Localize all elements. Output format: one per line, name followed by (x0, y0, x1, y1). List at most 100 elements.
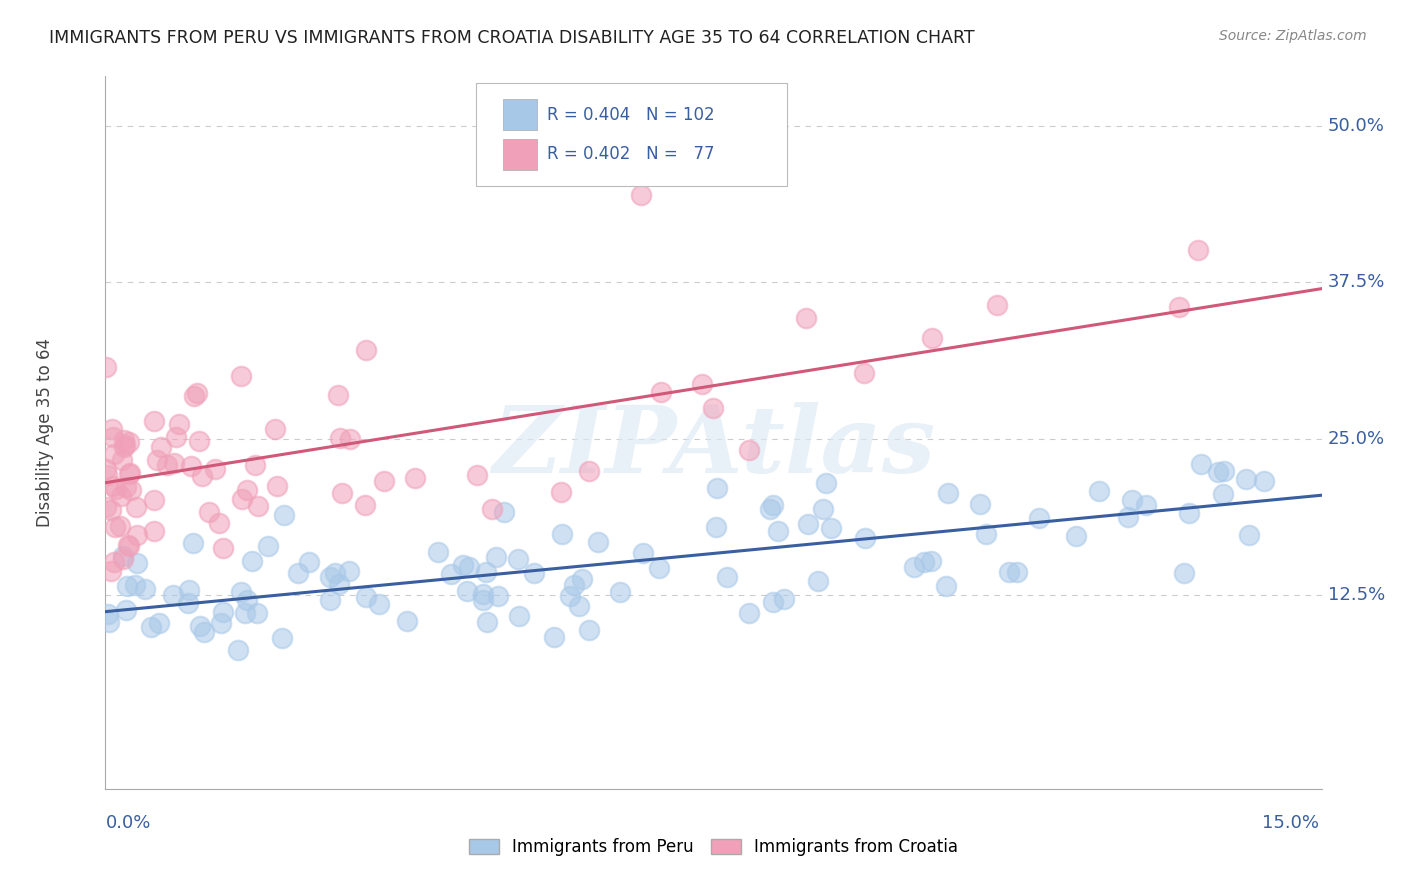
Point (204, 462, 226, 476)
Point (702, 401, 724, 415)
Point (118, 467, 141, 481)
Point (96, 462, 118, 476)
Point (820, 521, 842, 535)
Point (1189, 457, 1212, 471)
Point (451, 558, 474, 572)
Point (211, 541, 233, 555)
Point (186, 385, 208, 400)
Point (125, 556, 148, 570)
Point (127, 528, 149, 542)
Point (543, 630, 565, 644)
Point (492, 505, 515, 519)
Point (328, 577, 350, 591)
Point (986, 298, 1008, 312)
Point (143, 524, 166, 539)
Point (328, 388, 350, 402)
Point (114, 603, 136, 617)
Point (264, 422, 287, 436)
Point (1213, 464, 1236, 478)
Point (229, 585, 252, 599)
Point (193, 625, 215, 640)
Point (117, 579, 139, 593)
Point (181, 536, 204, 550)
Point (319, 593, 342, 607)
Point (256, 539, 278, 553)
Point (118, 539, 141, 553)
Point (1173, 566, 1195, 581)
Bar (503, 139, 537, 170)
Point (100, 503, 122, 517)
Point (762, 499, 785, 513)
Point (103, 556, 125, 570)
Text: Source: ZipAtlas.com: Source: ZipAtlas.com (1219, 29, 1367, 43)
Point (586, 535, 609, 549)
Text: IMMIGRANTS FROM PERU VS IMMIGRANTS FROM CROATIA DISABILITY AGE 35 TO 64 CORRELAT: IMMIGRANTS FROM PERU VS IMMIGRANTS FROM … (49, 29, 974, 46)
Point (794, 310, 817, 325)
Point (162, 588, 184, 602)
Point (100, 564, 122, 578)
Point (125, 500, 148, 514)
Point (246, 499, 269, 513)
Point (105, 483, 128, 497)
Point (354, 498, 377, 512)
Text: ZIPAtlas: ZIPAtlas (492, 402, 935, 491)
Point (396, 614, 419, 628)
Point (738, 443, 761, 458)
Point (176, 596, 198, 610)
Point (475, 615, 498, 629)
Point (465, 468, 488, 483)
Point (142, 414, 165, 428)
Point (811, 501, 834, 516)
Point (550, 485, 572, 500)
Point (706, 481, 728, 495)
Point (523, 566, 546, 581)
Point (266, 479, 288, 493)
Point (471, 587, 494, 601)
Point (188, 434, 211, 449)
Point (912, 555, 935, 569)
Point (472, 593, 495, 607)
Point (650, 384, 672, 399)
Point (115, 480, 138, 494)
Point (1253, 474, 1275, 488)
Point (110, 518, 132, 533)
Point (1121, 492, 1143, 507)
Point (319, 570, 342, 584)
Point (120, 483, 142, 497)
Point (142, 492, 165, 507)
Text: 0.0%: 0.0% (105, 814, 150, 831)
Point (738, 606, 761, 620)
Point (690, 377, 713, 392)
Point (118, 467, 141, 482)
Point (190, 619, 212, 633)
Point (212, 606, 235, 620)
Bar (503, 99, 537, 130)
Point (198, 505, 221, 519)
Point (1135, 499, 1157, 513)
Point (762, 594, 785, 608)
Point (936, 485, 959, 500)
Text: 12.5%: 12.5% (1327, 586, 1385, 605)
Point (117, 538, 139, 552)
Point (609, 585, 631, 599)
Point (240, 553, 263, 567)
Point (287, 566, 309, 581)
Point (456, 583, 478, 598)
Point (169, 417, 191, 431)
Point (1116, 510, 1139, 524)
Point (110, 489, 132, 503)
Point (211, 616, 233, 631)
Point (236, 593, 259, 607)
Point (111, 453, 134, 467)
Point (486, 589, 509, 603)
Point (100, 422, 122, 436)
Point (229, 368, 252, 383)
Point (1005, 566, 1028, 580)
Point (226, 642, 249, 657)
Point (124, 578, 146, 592)
Point (103, 520, 125, 534)
Point (773, 592, 796, 607)
Point (564, 578, 586, 592)
Point (474, 565, 496, 579)
Text: 15.0%: 15.0% (1261, 814, 1319, 831)
